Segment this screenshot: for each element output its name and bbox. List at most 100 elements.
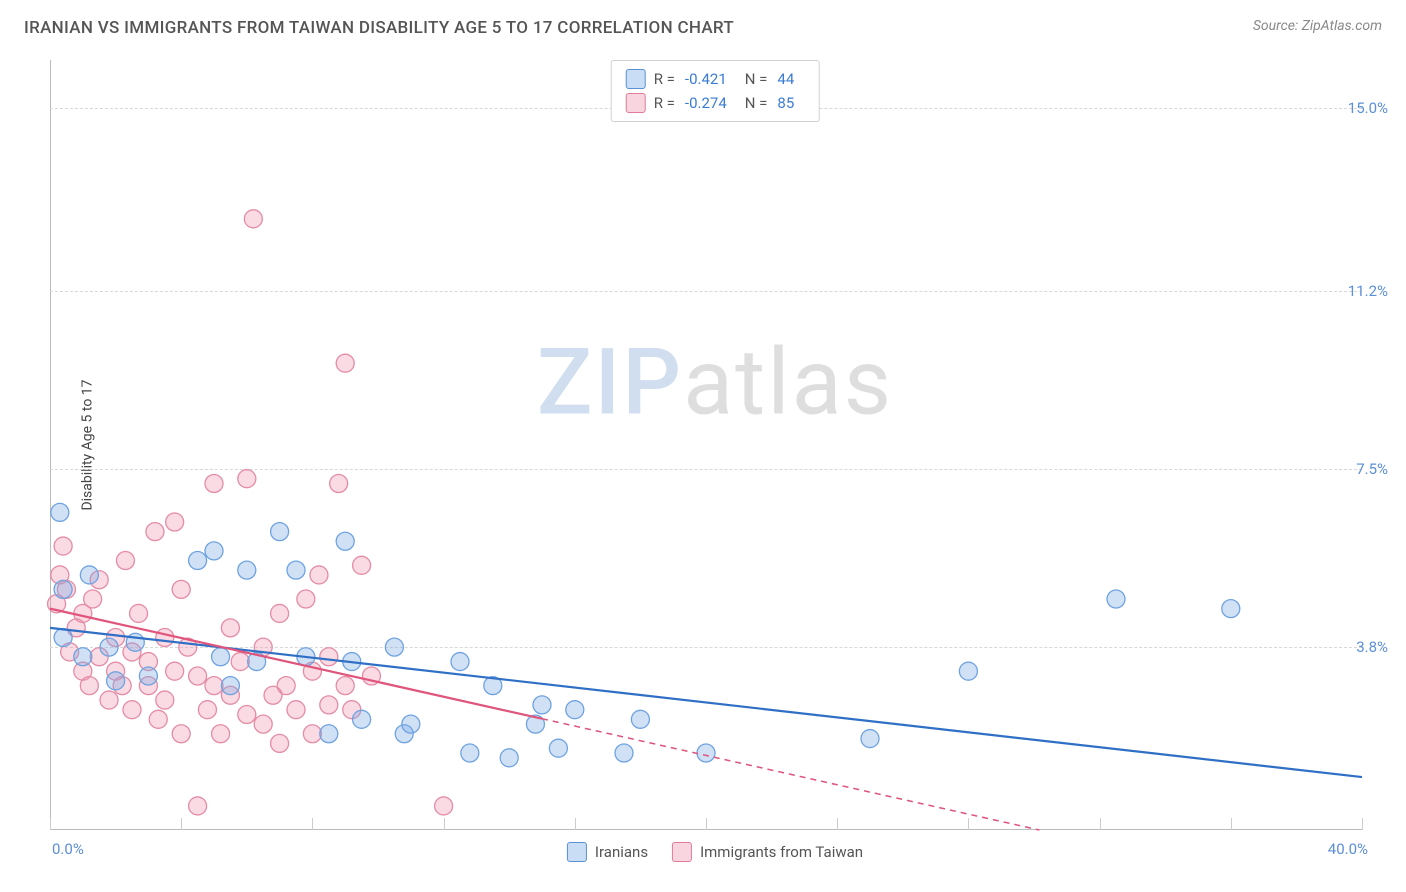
data-point	[631, 710, 649, 728]
data-point	[238, 561, 256, 579]
data-point	[189, 552, 207, 570]
data-point	[205, 542, 223, 560]
series-legend: Iranians Immigrants from Taiwan	[567, 842, 863, 862]
data-point	[615, 744, 633, 762]
n-value-2: 85	[777, 94, 794, 112]
data-point	[189, 797, 207, 815]
legend-row-1: R = -0.421 N = 44	[626, 67, 805, 91]
data-point	[149, 710, 167, 728]
data-point	[172, 725, 190, 743]
data-point	[385, 638, 403, 656]
data-point	[320, 648, 338, 666]
data-point	[54, 537, 72, 555]
trend-line-extrapolated	[542, 719, 1039, 830]
r-value-2: -0.274	[685, 94, 727, 112]
data-point	[533, 696, 551, 714]
data-point	[1222, 600, 1240, 618]
legend-label-1: Iranians	[595, 843, 648, 861]
data-point	[146, 523, 164, 541]
data-point	[336, 677, 354, 695]
data-point	[156, 629, 174, 647]
data-point	[697, 744, 715, 762]
data-point	[271, 734, 289, 752]
data-point	[172, 580, 190, 598]
data-point	[566, 701, 584, 719]
data-point	[402, 715, 420, 733]
data-point	[198, 701, 216, 719]
scatter-plot	[50, 60, 1380, 830]
data-point	[336, 354, 354, 372]
data-point	[287, 561, 305, 579]
r-label-2: R =	[654, 94, 675, 112]
data-point	[205, 677, 223, 695]
data-point	[451, 653, 469, 671]
data-point	[238, 470, 256, 488]
data-point	[549, 739, 567, 757]
data-point	[500, 749, 518, 767]
data-point	[320, 725, 338, 743]
data-point	[336, 532, 354, 550]
data-point	[54, 629, 72, 647]
chart-title: IRANIAN VS IMMIGRANTS FROM TAIWAN DISABI…	[24, 18, 734, 38]
r-value-1: -0.421	[685, 70, 727, 88]
data-point	[353, 556, 371, 574]
data-point	[156, 691, 174, 709]
data-point	[212, 725, 230, 743]
legend-label-2: Immigrants from Taiwan	[700, 843, 863, 861]
data-point	[84, 590, 102, 608]
data-point	[166, 662, 184, 680]
n-value-1: 44	[777, 70, 794, 88]
swatch-blue	[626, 69, 646, 89]
source-link[interactable]: ZipAtlas.com	[1302, 18, 1382, 34]
x-tick-left: 0.0%	[52, 840, 84, 858]
data-point	[80, 677, 98, 695]
data-point	[221, 619, 239, 637]
data-point	[51, 503, 69, 521]
data-point	[166, 513, 184, 531]
data-point	[212, 648, 230, 666]
swatch-pink-icon	[672, 842, 692, 862]
data-point	[297, 590, 315, 608]
swatch-blue-icon	[567, 842, 587, 862]
data-point	[123, 701, 141, 719]
data-point	[100, 638, 118, 656]
data-point	[1107, 590, 1125, 608]
data-point	[100, 691, 118, 709]
source-prefix: Source:	[1253, 18, 1302, 34]
data-point	[205, 475, 223, 493]
source-credit: Source: ZipAtlas.com	[1253, 18, 1382, 34]
data-point	[80, 566, 98, 584]
data-point	[861, 730, 879, 748]
r-label-1: R =	[654, 70, 675, 88]
swatch-pink	[626, 93, 646, 113]
data-point	[189, 667, 207, 685]
legend-row-2: R = -0.274 N = 85	[626, 91, 805, 115]
data-point	[287, 701, 305, 719]
data-point	[320, 696, 338, 714]
legend-item-taiwan: Immigrants from Taiwan	[672, 842, 863, 862]
data-point	[435, 797, 453, 815]
data-point	[221, 677, 239, 695]
n-label-1: N =	[745, 70, 768, 88]
data-point	[54, 580, 72, 598]
data-point	[238, 706, 256, 724]
data-point	[277, 677, 295, 695]
chart-area: Disability Age 5 to 17 3.8%7.5%11.2%15.0…	[50, 60, 1380, 830]
data-point	[139, 667, 157, 685]
data-point	[271, 523, 289, 541]
data-point	[231, 653, 249, 671]
data-point	[130, 604, 148, 622]
data-point	[310, 566, 328, 584]
data-point	[74, 648, 92, 666]
correlation-legend: R = -0.421 N = 44 R = -0.274 N = 85	[611, 60, 820, 122]
x-tick-right: 40.0%	[1328, 840, 1368, 858]
data-point	[254, 715, 272, 733]
data-point	[353, 710, 371, 728]
data-point	[461, 744, 479, 762]
legend-item-iranians: Iranians	[567, 842, 648, 862]
data-point	[959, 662, 977, 680]
data-point	[244, 210, 262, 228]
data-point	[116, 552, 134, 570]
data-point	[303, 725, 321, 743]
data-point	[271, 604, 289, 622]
